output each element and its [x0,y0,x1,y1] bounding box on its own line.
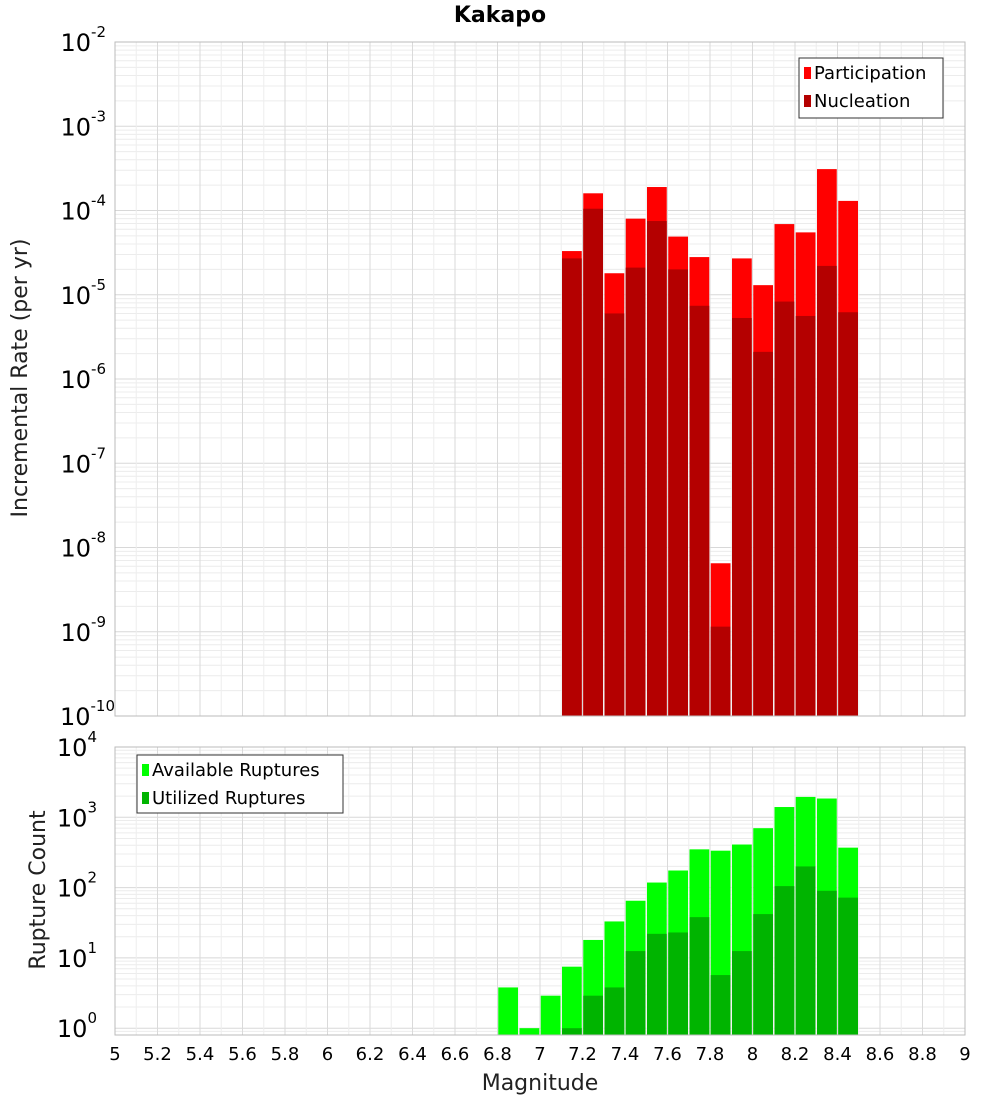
top-plot-border [114,41,966,717]
bottom-y-tick-label: 102 [57,869,97,903]
x-tick-label: 6.2 [356,1044,385,1065]
x-tick-label: 5 [109,1044,120,1065]
top-bar-nucleation [753,351,773,716]
top-y-tick-label: 10-10 [60,697,115,731]
top-y-tick-label: 10-3 [60,107,106,141]
bottom-bar-utilized-ruptures [753,914,773,1035]
bottom-bar-available-ruptures [540,995,561,1035]
top-bar-nucleation [838,312,858,716]
bottom-legend-swatch [142,792,149,804]
x-axis-label: Magnitude [482,1071,599,1096]
bottom-bar-utilized-ruptures [583,995,603,1035]
x-tick-label: 6.6 [441,1044,470,1065]
bottom-legend-label: Utilized Ruptures [152,788,305,809]
top-legend-swatch [804,95,811,107]
bottom-plot-border [114,746,966,1036]
top-bar-nucleation [583,208,603,717]
bottom-legend-box [136,754,344,814]
x-tick-label: 8.6 [866,1044,895,1065]
chart-title: Kakapo [454,3,546,28]
x-tick-label: 7.8 [696,1044,725,1065]
top-bar-nucleation [647,221,667,716]
bottom-y-tick-label: 100 [57,1009,97,1043]
bottom-y-tick-label: 104 [57,728,97,762]
x-tick-label: 5.8 [271,1044,300,1065]
x-tick-label: 8.4 [823,1044,852,1065]
top-bar-nucleation [604,313,625,716]
top-y-axis-label: Incremental Rate (per yr) [8,239,33,518]
bottom-bar-utilized-ruptures [625,951,646,1035]
x-tick-label: 6.8 [483,1044,512,1065]
top-y-tick-label: 10-5 [60,276,106,310]
top-legend-swatch [804,67,811,79]
top-y-tick-label: 10-2 [60,23,106,57]
top-y-tick-label: 10-7 [60,444,106,478]
x-tick-label: 5.4 [186,1044,215,1065]
x-tick-label: 5.2 [143,1044,172,1065]
x-tick-label: 7.4 [611,1044,640,1065]
top-bar-nucleation [774,301,795,716]
bottom-bar-utilized-ruptures [668,932,688,1035]
top-bar-nucleation [732,317,752,716]
top-y-tick-label: 10-4 [60,192,106,226]
x-tick-label: 9 [959,1044,970,1065]
bottom-bar-available-ruptures [498,987,518,1035]
bottom-bar-utilized-ruptures [817,890,837,1035]
top-plot-panel: 10-10 10-9 10-8 10-7 10-6 10-5 10-4 10-3 10-2 Par… [60,23,966,731]
top-legend-box [798,57,944,119]
top-bar-nucleation [625,267,646,716]
x-tick-label: 6 [322,1044,333,1065]
top-bar-nucleation [795,315,816,716]
top-bar-nucleation [817,265,837,716]
bottom-bar-utilized-ruptures [604,987,625,1035]
top-y-tick-label: 10-9 [60,613,106,647]
bottom-legend-swatch [142,764,149,776]
bottom-bar-utilized-ruptures [774,886,795,1035]
top-legend-label: Nucleation [814,91,910,112]
x-tick-label: 7 [534,1044,545,1065]
x-tick-label: 6.4 [398,1044,427,1065]
x-tick-label: 8 [747,1044,758,1065]
x-tick-label: 8.8 [908,1044,937,1065]
bottom-plot-panel: 100 101 102 103 104 Available Ruptures Utilize… [57,728,971,1065]
bottom-bar-available-ruptures [562,966,582,1035]
top-y-tick-label: 10-8 [60,529,106,563]
bottom-bar-utilized-ruptures [710,975,731,1035]
x-tick-label: 7.2 [568,1044,597,1065]
top-y-tick-label: 10-6 [60,360,106,394]
bottom-bar-utilized-ruptures [647,933,667,1035]
x-tick-label: 7.6 [653,1044,682,1065]
bottom-legend-label: Available Ruptures [152,760,320,781]
bottom-y-tick-label: 103 [57,798,97,832]
top-bar-nucleation [710,626,731,716]
top-bar-nucleation [668,269,688,716]
bottom-bar-utilized-ruptures [795,866,816,1035]
bottom-bar-available-ruptures [519,1028,540,1035]
x-tick-label: 8.2 [781,1044,810,1065]
bottom-y-tick-label: 101 [57,939,97,973]
bottom-y-axis-label: Rupture Count [26,810,51,970]
bottom-bar-utilized-ruptures [838,897,858,1035]
x-tick-label: 5.6 [228,1044,257,1065]
top-legend-label: Participation [814,63,926,84]
top-bar-nucleation [689,305,710,716]
bottom-bar-utilized-ruptures [562,1028,582,1035]
top-bar-nucleation [562,258,582,716]
bottom-bar-utilized-ruptures [689,917,710,1035]
bottom-bar-utilized-ruptures [732,951,752,1035]
